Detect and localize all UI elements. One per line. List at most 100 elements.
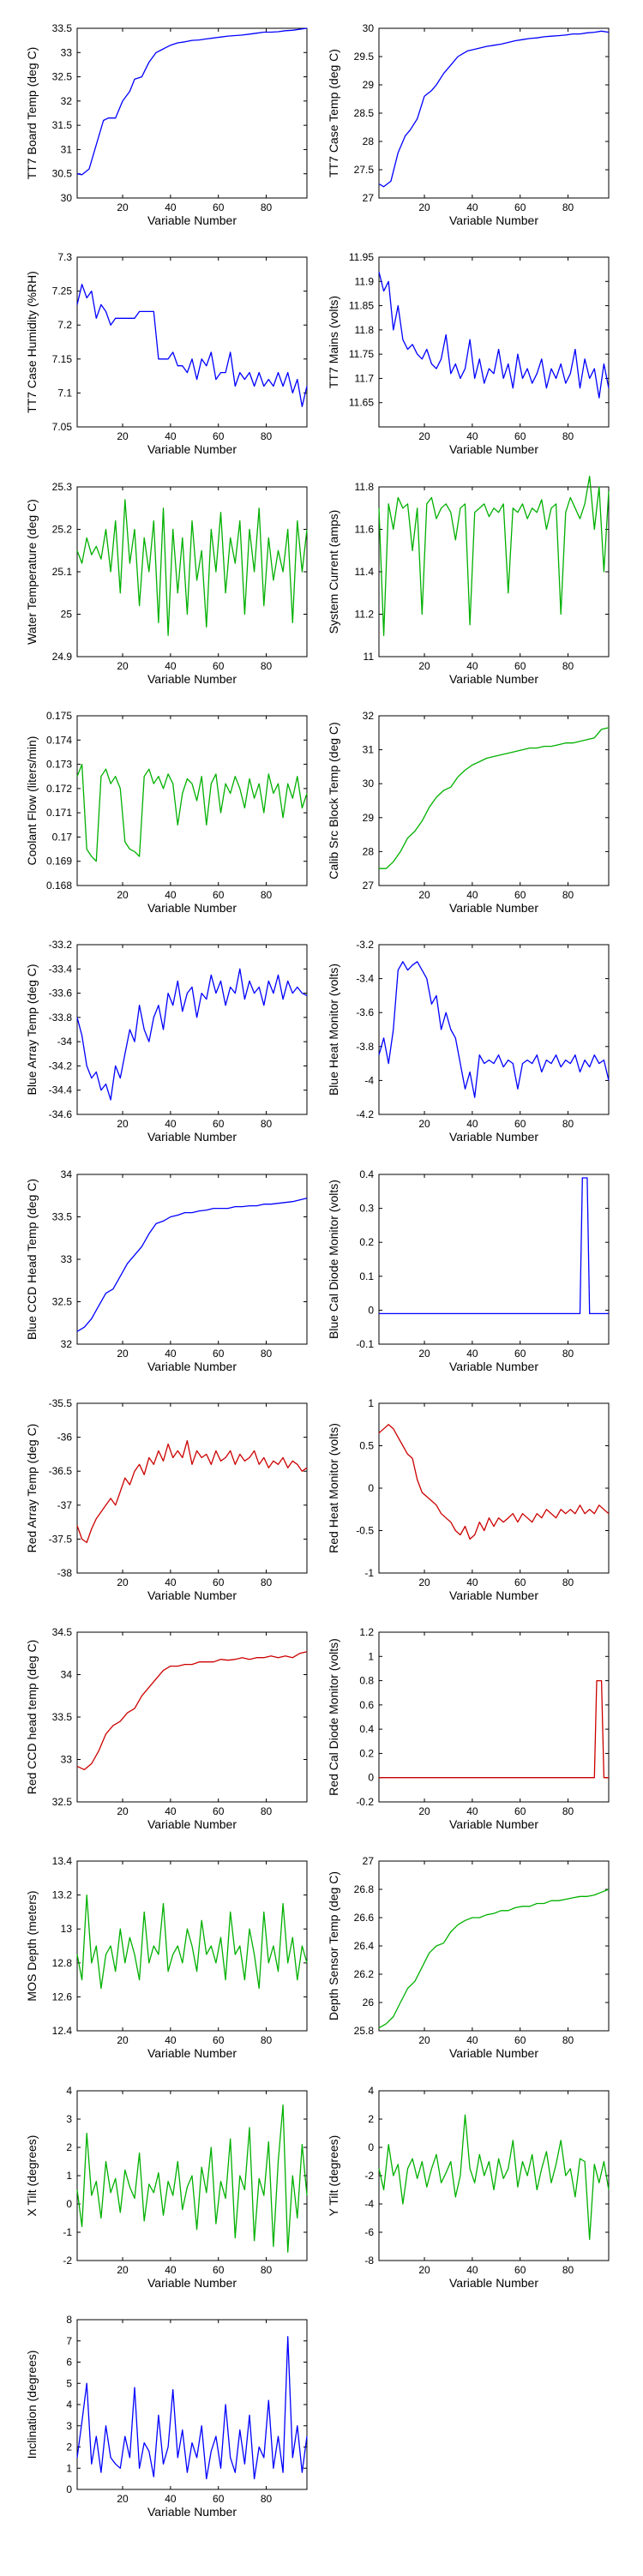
subplot-8: 27 28 29 30 31 32 20 40 60 80 Variable Number Calib… — [327, 710, 610, 915]
x-tick-label: 20 — [418, 1348, 430, 1360]
y-axis-label: System Current (amps) — [327, 510, 340, 634]
y-tick-label: 0 — [368, 2141, 374, 2153]
x-tick-label: 80 — [562, 1348, 574, 1360]
subplot-6: 11 11.2 11.4 11.6 11.8 20 40 60 80 Variable Numbe… — [327, 475, 610, 686]
y-tick-label: 11.8 — [355, 481, 375, 493]
y-axis-label: Red CCD head temp (deg C) — [25, 1640, 39, 1795]
y-tick-label: 25 — [61, 609, 73, 621]
y-tick-label: -4 — [364, 1074, 374, 1086]
y-tick-label: 4 — [368, 2085, 374, 2097]
x-tick-label: 60 — [514, 889, 526, 901]
x-tick-label: 20 — [117, 2034, 129, 2046]
x-tick-label: 60 — [213, 2034, 225, 2046]
y-tick-label: 11.4 — [355, 566, 375, 578]
axes-box — [378, 2090, 610, 2261]
y-tick-label: -2 — [63, 2255, 72, 2267]
x-tick-label: 20 — [117, 660, 129, 672]
subplot-2: 27 27.5 28 28.5 29 29.5 30 20 40 60 80 Variable Num… — [327, 22, 610, 227]
x-tick-label: 40 — [165, 1118, 177, 1130]
y-tick-label: 4 — [66, 2399, 72, 2411]
y-tick-label: 13.4 — [52, 1855, 73, 1867]
axes-box — [76, 715, 308, 886]
subplot-15: 32.5 33 33.5 34 34.5 20 40 60 80 Variable Number R… — [25, 1626, 308, 1831]
x-tick-label: 60 — [514, 1348, 526, 1360]
series-line — [379, 1177, 609, 1315]
y-axis-label: Blue Array Temp (deg C) — [25, 964, 39, 1095]
y-tick-label: 25.3 — [52, 481, 73, 493]
y-axis-label: TT7 Board Temp (deg C) — [25, 47, 39, 180]
y-tick-label: 27 — [363, 1855, 375, 1867]
y-tick-label: 7.3 — [57, 251, 72, 263]
y-tick-label: 26.6 — [354, 1912, 375, 1924]
y-tick-label: -37 — [57, 1499, 73, 1511]
y-axis-label: TT7 Case Temp (deg C) — [327, 49, 340, 177]
y-tick-label: 30 — [363, 22, 375, 34]
x-tick-label: 20 — [117, 1805, 129, 1817]
y-tick-label: 27.5 — [354, 164, 375, 176]
x-tick-label: 60 — [213, 1576, 225, 1588]
y-tick-label: 11.75 — [349, 348, 374, 360]
y-tick-label: 0.173 — [46, 759, 72, 771]
axes-box — [378, 27, 610, 199]
y-tick-label: 0.8 — [359, 1675, 374, 1687]
y-tick-label: 7.15 — [52, 353, 73, 365]
series-line — [378, 475, 610, 636]
y-tick-label: 27 — [363, 192, 375, 204]
subplot-3: 7.05 7.1 7.15 7.2 7.25 7.3 20 40 60 80 Variable Nu… — [25, 251, 308, 456]
subplot-21: 0 1 2 3 4 5 6 7 8 20 40 60 80 Variable Number Inclinat… — [25, 2314, 308, 2519]
x-axis-label: Variable Number — [449, 901, 538, 915]
y-axis-label: X Tilt (degrees) — [25, 2135, 39, 2217]
subplot-13: -38 -37.5 -37 -36.5 -36 -35.5 20 40 60 80 Variable… — [25, 1397, 308, 1602]
y-axis-label: Blue CCD Head Temp (deg C) — [25, 1179, 39, 1340]
y-tick-label: 8 — [66, 2314, 72, 2326]
x-axis-label: Variable Number — [449, 1130, 538, 1144]
x-tick-label: 80 — [562, 1576, 574, 1588]
x-tick-label: 80 — [562, 201, 574, 213]
x-tick-label: 40 — [466, 1118, 478, 1130]
subplot-7: 0.168 0.169 0.17 0.171 0.172 0.173 0.174 0.175 2… — [25, 710, 308, 915]
y-tick-label: 33.5 — [52, 1211, 73, 1223]
y-tick-label: -3.2 — [356, 939, 374, 951]
axes-box — [76, 486, 308, 658]
series-line — [76, 1651, 308, 1771]
x-tick-label: 80 — [261, 889, 273, 901]
x-tick-label: 20 — [418, 2034, 430, 2046]
y-tick-label: 13 — [61, 1923, 73, 1935]
x-tick-label: 20 — [117, 2493, 129, 2505]
x-tick-label: 40 — [165, 2034, 177, 2046]
y-tick-label: 31 — [363, 744, 375, 756]
y-tick-label: 0.1 — [359, 1270, 374, 1282]
y-tick-label: -0.5 — [356, 1525, 374, 1537]
x-tick-label: 40 — [466, 430, 478, 442]
y-tick-label: 32 — [61, 1338, 73, 1350]
y-tick-label: 0.172 — [46, 783, 72, 795]
y-tick-label: 27 — [363, 880, 375, 892]
y-tick-label: -34.6 — [49, 1108, 73, 1120]
series-line — [76, 1198, 308, 1332]
y-tick-label: 29 — [363, 812, 375, 824]
x-tick-label: 20 — [418, 889, 430, 901]
x-tick-label: 40 — [165, 1805, 177, 1817]
y-tick-label: 11.6 — [355, 524, 375, 536]
y-tick-label: 11.9 — [355, 275, 375, 287]
y-tick-label: 7.2 — [57, 319, 72, 331]
y-tick-label: 26.4 — [354, 1940, 375, 1952]
axes-box — [378, 1174, 610, 1345]
y-tick-label: -34 — [57, 1036, 73, 1048]
x-axis-label: Variable Number — [449, 2046, 538, 2060]
x-tick-label: 60 — [514, 430, 526, 442]
x-tick-label: 20 — [117, 201, 129, 213]
series-line — [76, 763, 308, 862]
x-tick-label: 80 — [562, 1805, 574, 1817]
series-line — [76, 27, 308, 176]
y-tick-label: 0.3 — [359, 1203, 374, 1215]
x-tick-label: 20 — [117, 2264, 129, 2276]
y-tick-label: 33.5 — [52, 1711, 73, 1723]
y-tick-label: 33 — [61, 1253, 73, 1265]
y-tick-label: 0.17 — [52, 831, 73, 843]
subplot-1: 30 30.5 31 31.5 32 32.5 33 33.5 20 40 60 80 Variable… — [25, 22, 308, 227]
series-line — [76, 968, 308, 1101]
y-tick-label: 32 — [363, 710, 375, 722]
y-tick-label: 11.85 — [349, 300, 374, 312]
